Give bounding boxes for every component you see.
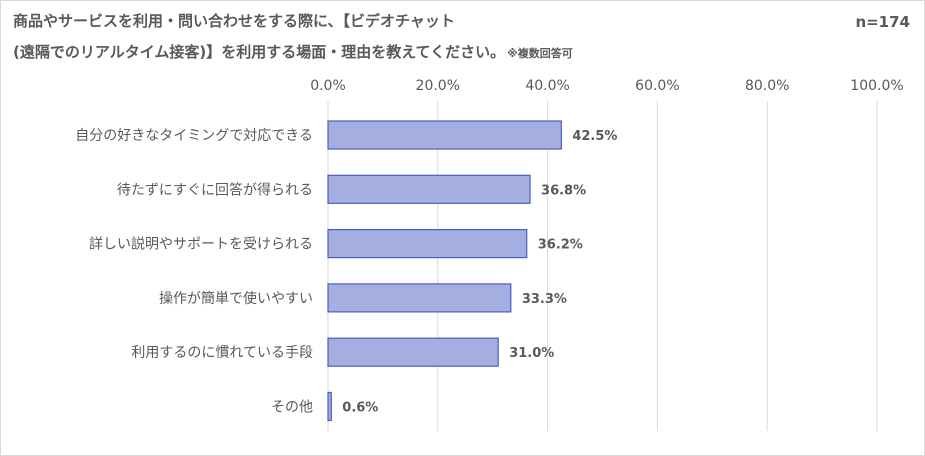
x-tick-label: 0.0% [310,78,346,94]
x-tick-label: 20.0% [416,78,460,94]
x-tick-label: 40.0% [525,78,569,94]
x-tick-label: 80.0% [745,78,789,94]
data-label: 33.3% [522,292,567,307]
bar [327,229,528,259]
multiple-answer-note: ※複数回答可 [507,47,573,60]
sample-size-label: n=174 [855,13,910,31]
chart-title-line2: (遠隔でのリアルタイム接客)】を利用する場面・理由を教えてください。 ※複数回答可 [13,41,573,62]
category-label: 操作が簡単で使いやすい [159,290,313,307]
data-label: 42.5% [572,129,617,144]
bar [327,337,499,367]
data-label: 0.6% [342,401,378,416]
bar [327,120,562,150]
data-label: 31.0% [509,346,554,361]
chart-title-line1: 商品やサービスを利用・問い合わせをする際に、【ビデオチャット [13,12,455,30]
x-tick-label: 60.0% [635,78,679,94]
bar [327,283,512,313]
chart-title-line2-text: (遠隔でのリアルタイム接客)】を利用する場面・理由を教えてください。 [13,43,506,61]
category-label: 詳しい説明やサポートを受けられる [89,237,313,253]
category-label: その他 [271,400,313,416]
data-label: 36.2% [538,238,583,253]
data-label: 36.8% [541,183,586,198]
bar [327,391,332,422]
category-label: 自分の好きなタイミングで対応できる [75,128,313,144]
category-label: 利用するのに慣れている手段 [131,344,313,361]
category-label: 待たずにすぐに回答が得られる [117,181,313,198]
bar [327,174,531,204]
x-tick-label: 100.0% [850,78,903,94]
